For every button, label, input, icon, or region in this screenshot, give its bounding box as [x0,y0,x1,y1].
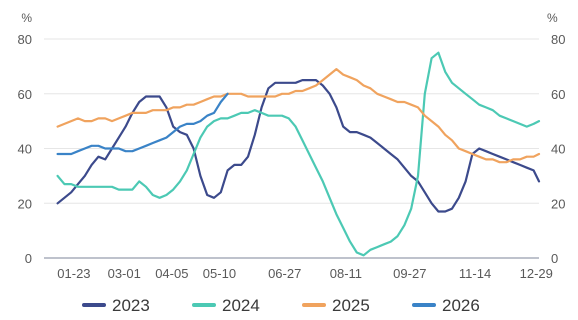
y-tick-label-left: 60 [18,87,32,102]
series-line-2024 [56,51,541,257]
y-tick-label-left: 0 [25,251,32,266]
y-tick-label-right: 80 [551,32,565,47]
series-line-2026 [56,92,229,156]
legend-item-2026: 2026 [412,296,480,315]
legend-label: 2025 [332,296,370,315]
axes: 0 0 20 20 40 40 60 60 80 80% % 01-23 03-01 04-05 05-10… [18,11,566,281]
series-lines [56,51,541,257]
series-line-2025 [56,67,541,164]
y-tick-label-right: 40 [551,142,565,157]
legend: 2023 2024 2025 2026 [82,296,480,315]
y-tick-label-right: 60 [551,87,565,102]
legend-label: 2024 [222,296,260,315]
y-tick-label-right: 0 [551,251,558,266]
y-tick-label-left: 20 [18,196,32,211]
y-tick-label-left: 80 [18,32,32,47]
x-tick-label: 05-10 [203,266,236,281]
x-tick-label: 03-01 [108,266,141,281]
legend-item-2025: 2025 [302,296,370,315]
series-line-2023 [56,78,541,213]
x-tick-label: 04-05 [155,266,188,281]
x-tick-label: 11-14 [459,266,491,281]
y-tick-label-left: 40 [18,142,32,157]
legend-label: 2023 [112,296,150,315]
legend-label: 2026 [442,296,480,315]
y-tick-label-right: 20 [551,196,565,211]
y-unit-label-left: % [21,11,32,25]
legend-item-2024: 2024 [192,296,260,315]
x-tick-label: 06-27 [268,266,301,281]
legend-item-2023: 2023 [82,296,150,315]
x-tick-label: 08-11 [330,266,362,281]
x-tick-label: 09-27 [393,266,426,281]
x-tick-label: 01-23 [57,266,90,281]
y-unit-label-right: % [547,11,558,25]
x-tick-label: 12-29 [520,266,553,281]
